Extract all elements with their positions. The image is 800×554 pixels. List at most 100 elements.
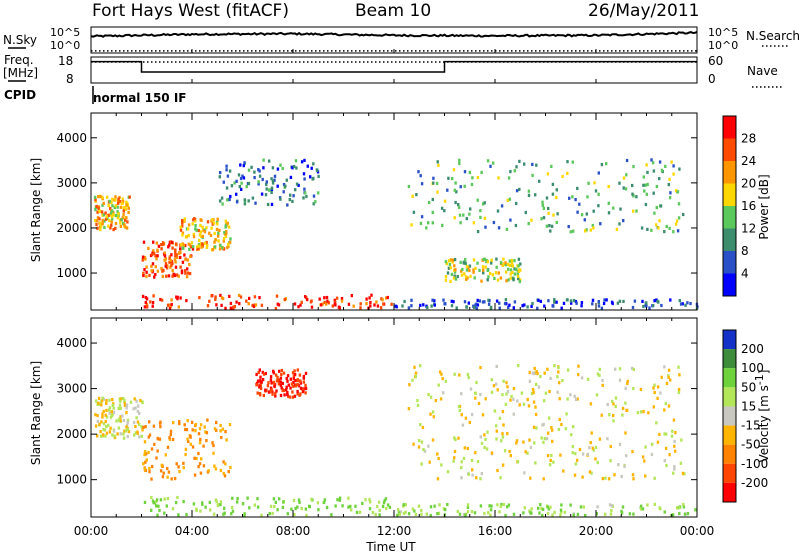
power-panel-cell [240, 181, 243, 185]
velocity-panel-cell [300, 506, 303, 511]
velocity-panel-cell [529, 445, 533, 449]
velocity-panel-cell [354, 504, 357, 508]
velocity-panel-cell [453, 436, 456, 440]
velocity-panel-cell [279, 376, 283, 380]
velocity-panel-cell [107, 423, 110, 427]
power-panel-cell [145, 297, 149, 301]
power-panel-cell [141, 255, 145, 259]
power-panel-cell [507, 278, 510, 282]
velocity-panel-cell [139, 398, 142, 403]
power-panel-cell [323, 296, 326, 300]
power-panel-cell [98, 209, 101, 213]
velocity-panel-cell [588, 470, 592, 474]
power-panel-cell [306, 298, 309, 302]
power-scale-swatch [723, 138, 736, 161]
power-panel-cell [110, 220, 113, 224]
power-panel-cell [219, 199, 222, 203]
velocity-panel-cell [474, 451, 477, 455]
velocity-panel-cell [121, 414, 124, 418]
power-panel-cell [258, 296, 261, 300]
power-panel-cell [631, 192, 634, 196]
power-panel-cell [635, 209, 638, 213]
power-panel-cell [188, 272, 192, 276]
power-panel-cell [218, 228, 221, 232]
velocity-panel-cell [220, 435, 223, 440]
power-panel-cell [277, 303, 281, 307]
power-panel-cell [368, 296, 371, 300]
velocity-panel-cell [495, 437, 498, 441]
power-panel-cell [117, 199, 120, 203]
power-panel-cell [224, 225, 227, 229]
power-panel-cell [125, 226, 129, 230]
power-panel-cell [475, 302, 478, 306]
power-panel-cell [303, 158, 306, 162]
power-panel-cell [681, 302, 684, 306]
power-panel-cell [225, 186, 229, 190]
power-panel-cell [229, 237, 232, 241]
velocity-panel-cell [569, 503, 572, 507]
power-panel-cell [569, 230, 572, 234]
power-panel-cell [179, 228, 183, 232]
velocity-panel-cell [182, 466, 185, 470]
velocity-scale-swatch [723, 387, 736, 407]
velocity-panel-cell [679, 461, 683, 465]
power-panel-cell [474, 266, 477, 270]
power-panel-cell [677, 216, 681, 220]
velocity-panel-cell [165, 504, 168, 508]
velocity-panel-cell [422, 448, 425, 452]
power-panel-cell [248, 296, 251, 300]
velocity-panel-cell [219, 423, 222, 428]
power-panel-cell [526, 305, 529, 309]
velocity-panel-cell [122, 396, 125, 401]
velocity-panel-cell [100, 403, 103, 407]
power-panel-cell [407, 306, 411, 310]
power-panel-cell [450, 299, 453, 303]
velocity-panel-cell [524, 450, 527, 454]
power-panel-cell [571, 195, 574, 199]
velocity-panel-cell [460, 392, 463, 396]
velocity-panel-cell [452, 459, 455, 463]
power-panel-cell [633, 299, 637, 303]
power-panel-cell [515, 189, 519, 193]
power-panel-cell [450, 304, 454, 308]
power-scale-tick-label: 24 [741, 154, 756, 168]
noise-right-tick-top: 10^5 [708, 26, 738, 39]
power-panel-cell [283, 298, 286, 302]
velocity-panel-cell [512, 412, 515, 416]
velocity-panel-cell [230, 512, 233, 516]
velocity-panel-cell [255, 383, 258, 387]
velocity-panel-cell [382, 501, 386, 505]
velocity-panel-cell [193, 473, 197, 477]
velocity-panel-cell [224, 462, 227, 466]
power-panel-cell [143, 268, 146, 272]
power-panel-cell [561, 174, 564, 179]
power-panel-cell [464, 275, 468, 279]
power-panel-cell [163, 258, 166, 262]
power-panel-cell [645, 163, 648, 167]
velocity-panel-cell [540, 506, 543, 511]
velocity-panel-cell [214, 467, 218, 471]
velocity-panel-cell [641, 507, 645, 511]
power-panel-cell [105, 215, 108, 219]
velocity-panel-cell [498, 416, 502, 420]
power-panel-cell [254, 201, 257, 205]
velocity-panel-cell [671, 513, 675, 517]
velocity-panel-cell [158, 508, 161, 513]
power-panel-cell [481, 300, 485, 304]
power-panel-cell [150, 264, 153, 268]
power-panel-cell [476, 261, 479, 265]
power-panel-cell [212, 221, 216, 225]
velocity-panel-cell [159, 469, 163, 473]
velocity-panel-cell [274, 373, 278, 377]
velocity-panel-cell [653, 383, 656, 387]
power-panel-cell [186, 271, 190, 275]
velocity-panel-cell [197, 465, 200, 469]
power-panel-cell [271, 181, 275, 185]
velocity-panel-cell [144, 460, 147, 464]
velocity-panel-cell [94, 413, 97, 417]
power-scale-label: Power [dB] [757, 174, 771, 239]
power-panel-cell [641, 299, 644, 303]
velocity-panel-cell [541, 513, 544, 518]
velocity-panel-cell [155, 500, 158, 504]
power-panel-cell [223, 231, 226, 235]
